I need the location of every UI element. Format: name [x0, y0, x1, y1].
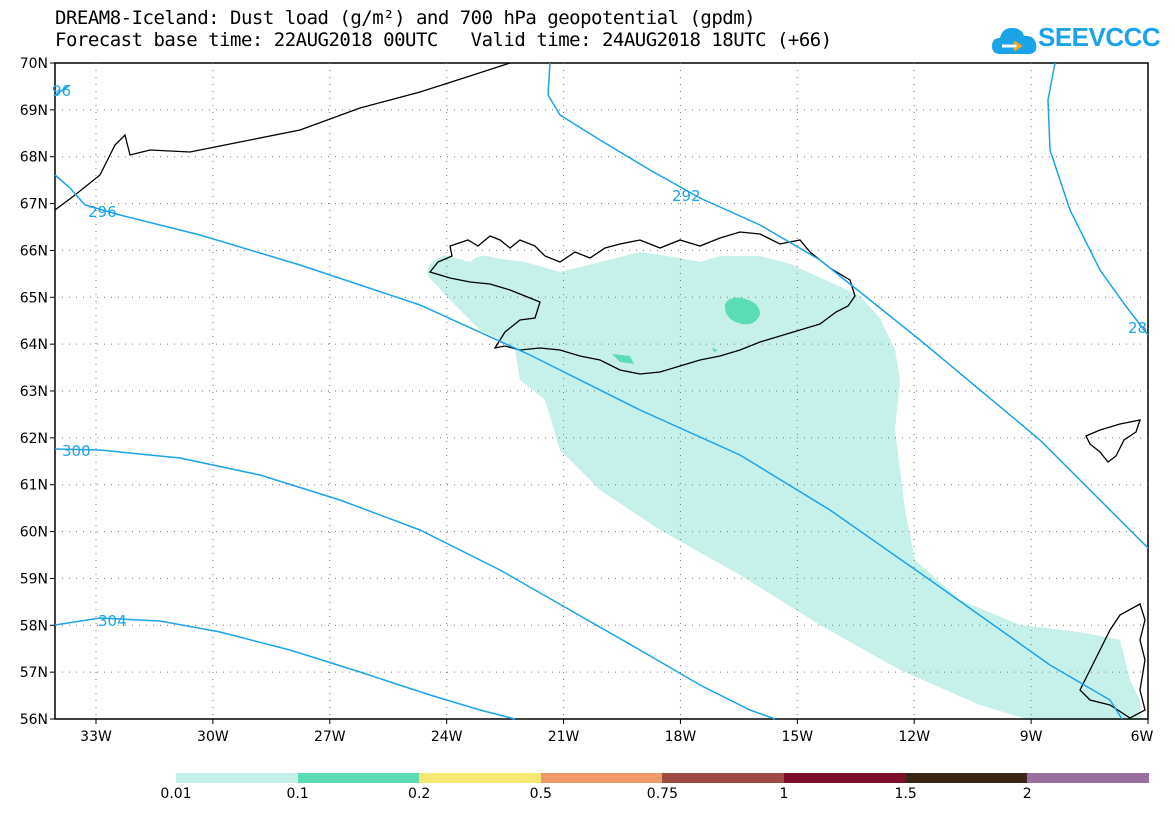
dust-legend-bar: [176, 773, 1149, 783]
map-title-line2: Forecast base time: 22AUG2018 00UTC Vali…: [55, 29, 832, 51]
legend-swatch: [176, 773, 298, 783]
contour-292: [547, 62, 1149, 549]
iceland-coast: [428, 231, 856, 375]
latitude-label: 59N: [20, 571, 48, 587]
longitude-labels: 33W 30W 27W 24W 21W 18W 15W 12W 9W 6W: [80, 719, 1154, 745]
legend-label: 0.01: [160, 786, 192, 802]
contour-labels: 96 296 292 28 300 304: [52, 82, 1147, 630]
contour-288: [1047, 62, 1149, 336]
latitude-label: 58N: [20, 618, 48, 634]
latitude-label: 57N: [20, 665, 48, 681]
legend-swatch: [540, 773, 663, 783]
contour-label-304: 304: [98, 612, 127, 630]
latitude-label: 64N: [20, 337, 48, 353]
longitude-label: 24W: [431, 729, 463, 745]
faroe-coast: [1085, 419, 1141, 463]
legend-swatch: [905, 773, 1028, 783]
latitude-label: 68N: [20, 150, 48, 166]
map-title-line1: DREAM8-Iceland: Dust load (g/m²) and 700…: [55, 7, 756, 29]
latitude-labels: 70N 69N 68N 67N 66N 65N 64N 63N 62N 61N 60N 59N 58N 5…: [20, 56, 55, 728]
legend-label: 0.5: [529, 786, 552, 802]
latitude-label: 61N: [20, 478, 48, 494]
legend-swatch: [419, 773, 541, 783]
seevccc-logo: SEEVCCC: [990, 16, 1161, 60]
longitude-label: 12W: [898, 729, 930, 745]
latitude-label: 66N: [20, 243, 48, 259]
contour-label-292: 292: [672, 187, 701, 205]
legend-swatch: [783, 773, 906, 783]
longitude-label: 9W: [1020, 729, 1043, 745]
longitude-label: 18W: [665, 729, 697, 745]
contour-label-288: 28: [1128, 319, 1147, 337]
contour-296: [54, 174, 1123, 720]
legend-label: 0.75: [646, 786, 678, 802]
greenland-coast: [54, 62, 511, 211]
legend-label: 0.2: [408, 786, 431, 802]
latitude-label: 56N: [20, 712, 48, 728]
legend-swatch: [297, 773, 420, 783]
latitude-label: 69N: [20, 103, 48, 119]
latitude-label: 70N: [20, 56, 48, 72]
legend-label: 1.5: [894, 786, 917, 802]
geopotential-contours: [54, 62, 1149, 720]
longitude-label: 30W: [197, 729, 229, 745]
legend-swatch: [1027, 773, 1149, 783]
logo-text: SEEVCCC: [1038, 22, 1161, 52]
dust-load-area: [427, 252, 1140, 720]
contour-label-296: 296: [88, 203, 117, 221]
contour-296-edge: [54, 84, 71, 96]
legend-swatch: [662, 773, 784, 783]
longitude-label: 6W: [1131, 729, 1154, 745]
longitude-label: 15W: [781, 729, 813, 745]
latitude-label: 60N: [20, 525, 48, 541]
latitude-label: 63N: [20, 384, 48, 400]
latitude-label: 65N: [20, 290, 48, 306]
longitude-label: 21W: [548, 729, 580, 745]
contour-label-96: 96: [52, 82, 71, 100]
legend-label: 0.1: [286, 786, 309, 802]
latitude-label: 67N: [20, 197, 48, 213]
longitude-label: 33W: [80, 729, 112, 745]
longitude-label: 27W: [314, 729, 346, 745]
cloud-icon: [992, 28, 1037, 54]
legend-label: 1: [779, 786, 789, 802]
contour-label-300: 300: [62, 442, 91, 460]
contour-300: [54, 448, 776, 720]
contour-304: [54, 617, 516, 720]
latitude-label: 62N: [20, 431, 48, 447]
legend-label: 2: [1022, 786, 1032, 802]
